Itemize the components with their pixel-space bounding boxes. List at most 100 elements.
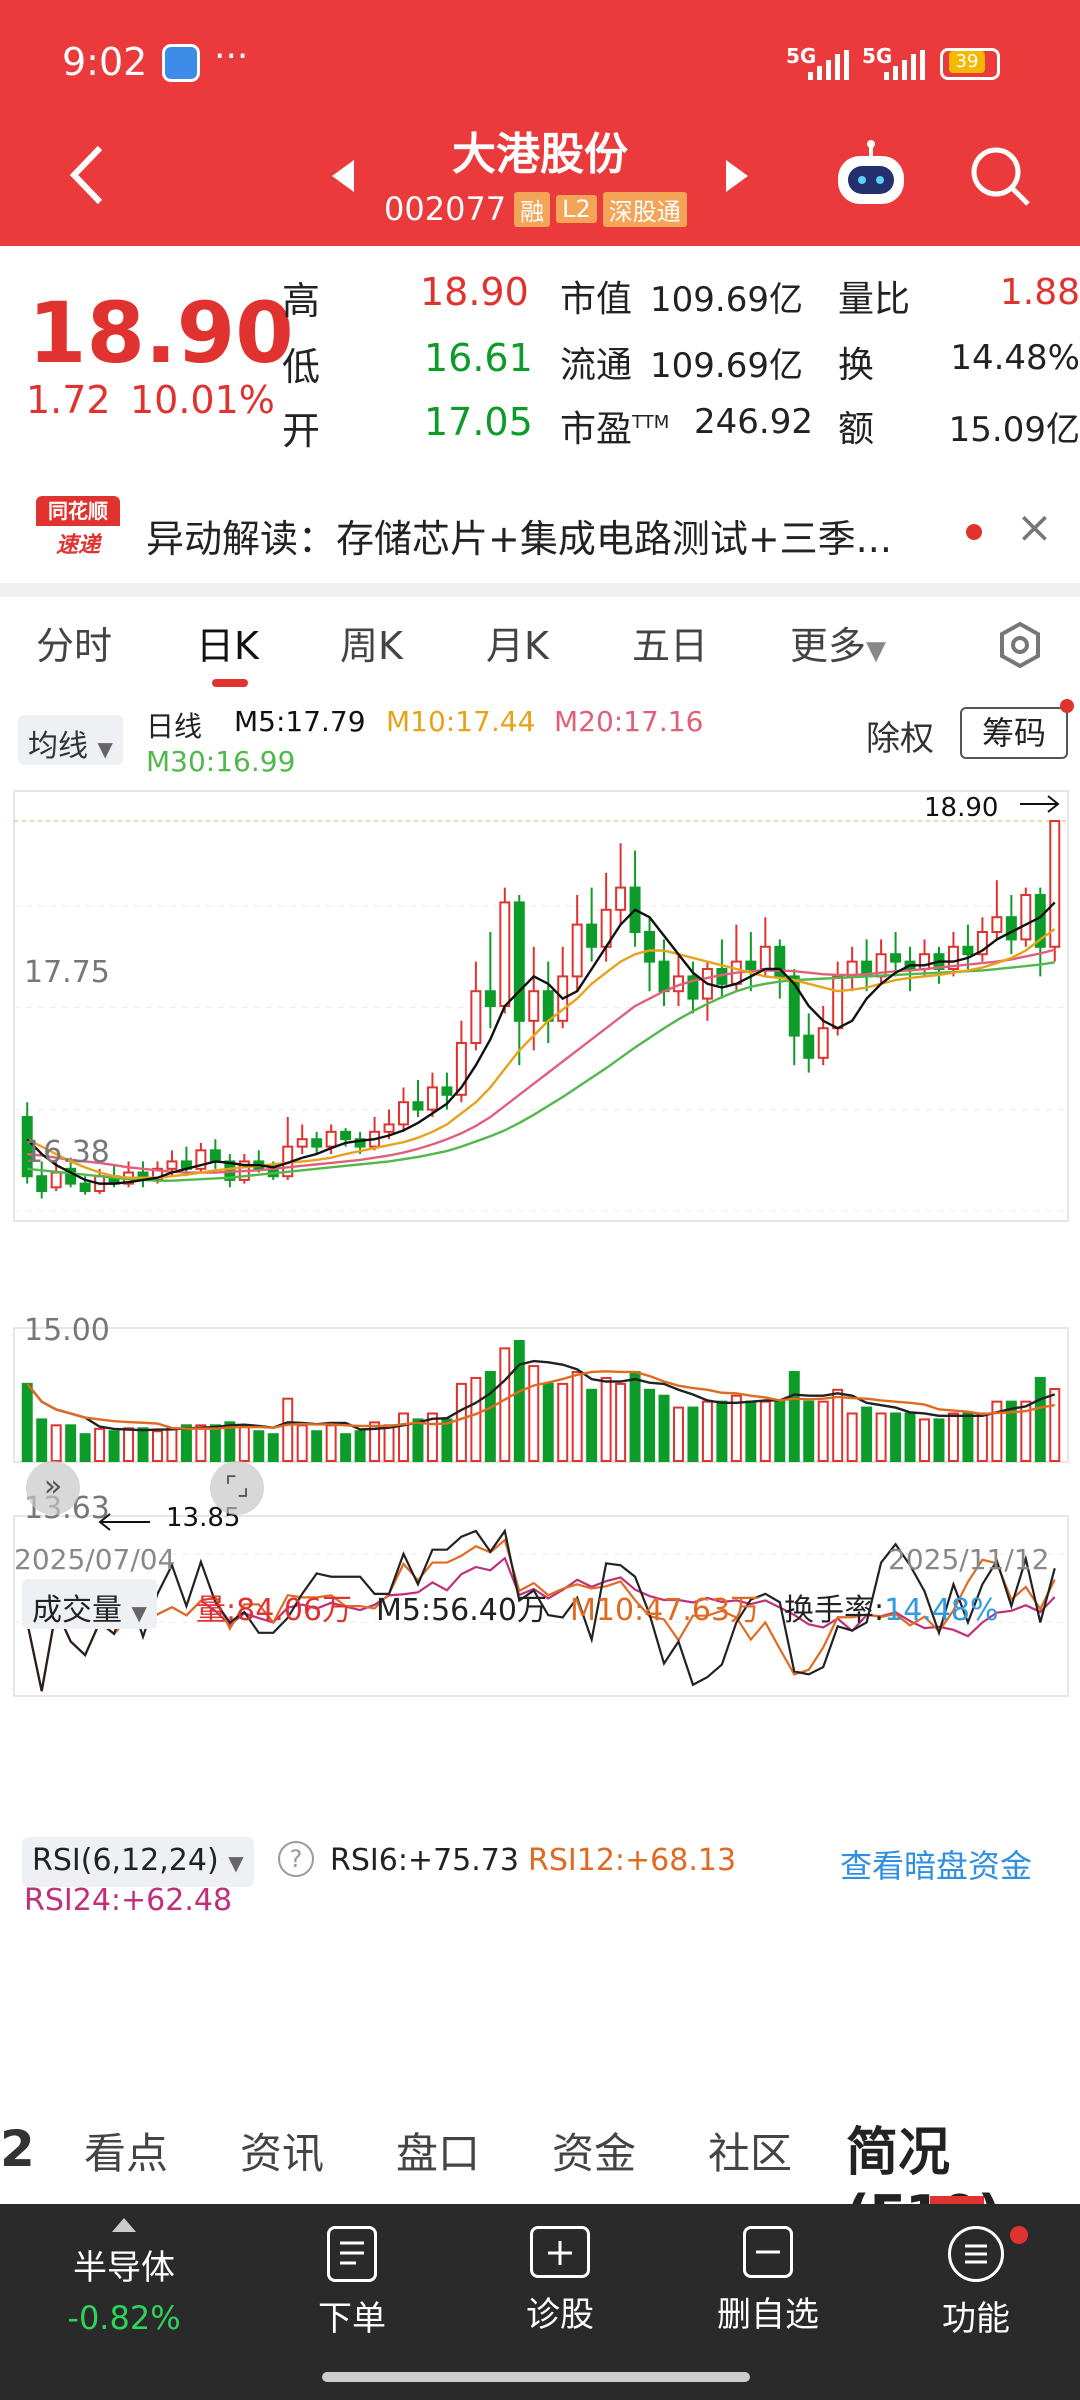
tab-more[interactable]: 更多▼ — [790, 624, 887, 668]
tab-weekly-k[interactable]: 周K — [340, 624, 403, 668]
tab-community[interactable]: 社区 — [708, 2129, 793, 2178]
candle-body — [919, 953, 931, 971]
volume-bar — [644, 1388, 656, 1462]
volume-bar — [354, 1430, 366, 1462]
volume-bar — [209, 1424, 221, 1462]
volume-indicator-selector[interactable]: 成交量 ▼ — [22, 1579, 157, 1629]
turnover-value: 14.48% — [950, 338, 1080, 378]
low-label: 低 — [282, 345, 321, 389]
ex-rights-button[interactable]: 除权 — [866, 719, 934, 759]
fullscreen-icon[interactable]: ⌜⌟ — [210, 1461, 264, 1515]
volume-bar — [615, 1382, 627, 1462]
volume-bar — [890, 1412, 902, 1462]
sector-info[interactable]: 半导体 -0.82% — [34, 2212, 214, 2337]
volume-bar — [586, 1388, 598, 1462]
ma5-line — [26, 901, 1056, 1185]
tab-intraday[interactable]: 分时 — [36, 624, 113, 668]
tab-order-book[interactable]: 盘口 — [396, 2129, 481, 2178]
volume-bar — [1049, 1388, 1061, 1462]
ma5-label: M5:17.79 — [234, 705, 366, 738]
candle-body — [296, 1138, 308, 1148]
home-indicator — [322, 2372, 750, 2382]
volume-bar — [238, 1424, 250, 1462]
volume-bar — [369, 1421, 381, 1463]
expand-left-icon[interactable]: » — [26, 1461, 80, 1515]
candle-body — [65, 1167, 77, 1185]
kline-chart[interactable] — [0, 691, 1080, 2071]
back-icon[interactable] — [62, 140, 112, 210]
candle-body — [745, 960, 757, 971]
news-text[interactable]: 异动解读：存储芯片+集成电路测试+三季... — [146, 517, 892, 561]
candle-body — [788, 975, 800, 1037]
tab-five-day[interactable]: 五日 — [632, 624, 709, 668]
candle-body — [36, 1175, 48, 1193]
volume-bar — [745, 1400, 757, 1463]
amount-value: 15.09亿 — [948, 410, 1080, 450]
candle-body — [354, 1138, 366, 1148]
candle-body — [962, 945, 974, 956]
date-end: 2025/11/12 — [888, 1543, 1050, 1576]
chip-distribution-button[interactable]: 筹码 — [960, 707, 1068, 759]
volume-bar — [383, 1424, 395, 1462]
help-icon[interactable]: ? — [278, 1841, 314, 1877]
kline-frame — [13, 790, 1069, 1222]
volume-bar — [195, 1424, 207, 1462]
tab-partial[interactable]: 2 — [0, 2120, 35, 2178]
close-icon[interactable]: × — [1016, 502, 1053, 553]
volume-bar — [36, 1418, 48, 1463]
ma30-label: M30:16.99 — [146, 745, 296, 778]
clock: 9:02 — [62, 40, 148, 84]
tab-news[interactable]: 资讯 — [240, 2129, 325, 2178]
status-bar: 9:02 ··· 5G 5G 39 — [0, 0, 1080, 120]
volume-bar — [803, 1400, 815, 1463]
volume-bar — [528, 1365, 540, 1462]
prev-stock-icon[interactable] — [328, 156, 358, 196]
price-change-pct: 10.01% — [130, 378, 275, 422]
bottom-tab-indicator — [930, 2196, 984, 2204]
tab-monthly-k[interactable]: 月K — [486, 624, 549, 668]
candle-body — [542, 990, 554, 1022]
rsi-selector[interactable]: RSI(6,12,24) ▼ — [22, 1837, 254, 1887]
next-stock-icon[interactable] — [722, 156, 752, 196]
volume-bar — [658, 1394, 670, 1463]
menu-icon — [948, 2226, 1004, 2282]
volume-bar — [65, 1424, 77, 1462]
separator — [0, 583, 1080, 597]
robot-assistant-icon[interactable] — [834, 140, 908, 210]
tab-highlights[interactable]: 看点 — [84, 2129, 169, 2178]
high-value: 18.90 — [420, 270, 529, 314]
signal-icon-2 — [884, 50, 928, 80]
dark-pool-link[interactable]: 查看暗盘资金 — [840, 1847, 1033, 1885]
app-notification-icon — [162, 44, 200, 82]
diagnose-icon — [530, 2226, 590, 2278]
rsi12-value: RSI12:+68.13 — [528, 1843, 737, 1878]
volume-bar — [513, 1340, 525, 1462]
order-button[interactable]: 下单 — [262, 2226, 442, 2340]
candle-body — [644, 931, 656, 963]
candle-body — [426, 1086, 438, 1111]
news-ticker[interactable]: 同花顺 速递 异动解读：存储芯片+集成电路测试+三季... × — [0, 478, 1080, 583]
header-bar: 9:02 ··· 5G 5G 39 大港股份 002077 融 L2 — [0, 0, 1080, 246]
volume-bar — [340, 1433, 352, 1462]
ma-selector[interactable]: 均线 ▼ — [18, 715, 123, 765]
function-button[interactable]: 功能 — [886, 2226, 1066, 2340]
volume-ratio-label: 量比 — [838, 279, 911, 320]
volume-bar — [296, 1424, 308, 1462]
volume-bar — [108, 1430, 120, 1462]
remove-watchlist-button[interactable]: 删自选 — [678, 2226, 858, 2336]
tab-daily-k[interactable]: 日K — [196, 624, 259, 668]
diagnose-button[interactable]: 诊股 — [470, 2226, 650, 2336]
search-icon[interactable] — [968, 144, 1032, 208]
candle-body — [774, 945, 786, 978]
chevron-down-icon: ▼ — [866, 636, 887, 666]
chart-area: 均线 ▼ 日线 M5:17.79 M10:17.44 M20:17.16 M30… — [0, 691, 1080, 2071]
volume-bar — [875, 1412, 887, 1462]
volume-ma10-line — [26, 1370, 1055, 1430]
volume-bar — [788, 1371, 800, 1463]
candle-body — [571, 923, 583, 978]
volume-bar — [151, 1430, 163, 1462]
settings-icon[interactable] — [996, 621, 1044, 669]
tab-capital[interactable]: 资金 — [552, 2129, 637, 2178]
volume-bar — [94, 1427, 106, 1463]
candle-body — [412, 1101, 424, 1111]
